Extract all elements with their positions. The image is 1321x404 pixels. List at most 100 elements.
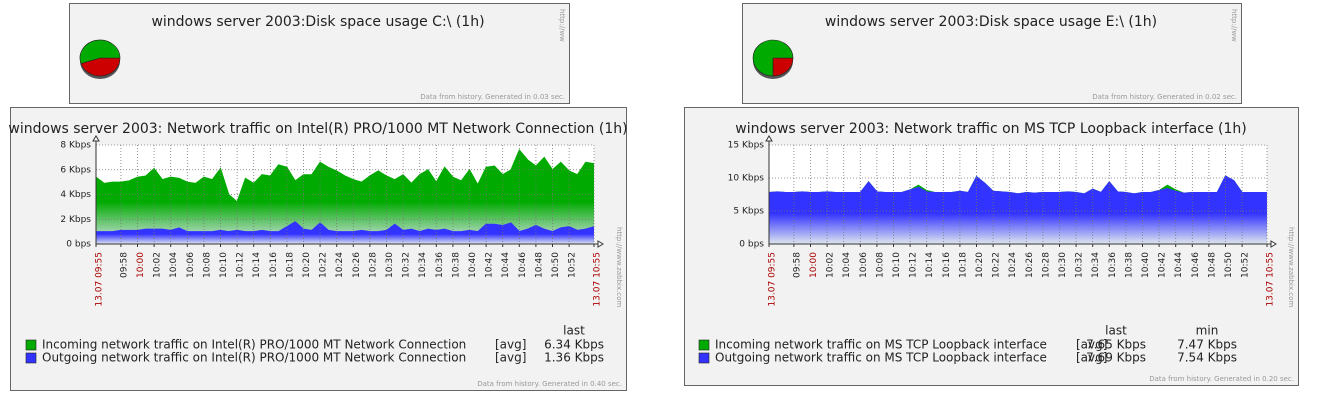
graph-footer: Data from history. Generated in 0.40 sec… (477, 380, 622, 388)
y-tick-label: 15 Kbps (728, 141, 765, 151)
graph-footer: Data from history. Generated in 0.20 sec… (1149, 375, 1294, 383)
x-tick-label: 10:04 (169, 252, 179, 278)
x-tick-label: 10:32 (402, 252, 412, 278)
legend-label: Outgoing network traffic on Intel(R) PRO… (42, 351, 466, 365)
x-tick-label: 10:10 (219, 252, 229, 278)
x-tick-label: 09:58 (792, 252, 802, 278)
x-tick-label: 10:52 (568, 252, 578, 278)
legend-swatch (25, 352, 37, 364)
x-tick-label: 10:26 (1025, 252, 1035, 278)
x-tick-label: 10:12 (909, 252, 919, 278)
legend-function: [avg] (495, 338, 526, 352)
legend-header: last (563, 324, 585, 338)
x-tick-label: 10:06 (859, 252, 869, 278)
y-tick-label: 0 bps (739, 240, 764, 250)
y-tick-label: 2 Kbps (60, 215, 91, 225)
y-tick-label: 0 bps (66, 240, 91, 250)
x-tick-label: 10:34 (418, 252, 428, 278)
x-tick-label: 10:22 (992, 252, 1002, 278)
x-tick-label: 10:42 (1158, 252, 1168, 278)
legend-swatch (698, 339, 710, 351)
x-tick-label: 10:44 (501, 252, 511, 278)
x-tick-label: 10:30 (1058, 252, 1068, 278)
watermark: http://ww (1230, 9, 1238, 42)
x-tick-label: 10:16 (942, 252, 952, 278)
series-line (95, 149, 595, 203)
x-tick-label: 10:46 (1191, 252, 1201, 278)
x-tick-label: 10:26 (352, 252, 362, 278)
graph-footer: Data from history. Generated in 0.02 sec… (1092, 93, 1237, 101)
graph-title: windows server 2003: Network traffic on … (8, 121, 627, 137)
y-tick-label: 8 Kbps (60, 141, 91, 151)
x-tick-label: 10:48 (1207, 252, 1217, 278)
graph-title: windows server 2003: Network traffic on … (735, 121, 1246, 137)
legend-label: Outgoing network traffic on MS TCP Loopb… (715, 351, 1047, 365)
x-tick-label: 10:20 (302, 252, 312, 278)
y-tick-label: 6 Kbps (60, 165, 91, 175)
x-tick-label: 13.07 10:55 (593, 252, 603, 307)
x-tick-label: 10:00 (809, 252, 819, 278)
pie-slice (772, 57, 794, 77)
x-tick-label: 10:14 (252, 252, 262, 278)
x-tick-label: 10:38 (451, 252, 461, 278)
x-tick-label: 10:48 (534, 252, 544, 278)
watermark: http://www.zabbix.com (1287, 227, 1295, 307)
x-tick-label: 10:22 (319, 252, 329, 278)
legend-stat: 7.47 Kbps (1177, 338, 1237, 352)
x-tick-label: 10:36 (1108, 252, 1118, 278)
pie-slice (80, 57, 121, 77)
x-tick-label: 10:50 (551, 252, 561, 278)
legend-stat: 7.69 Kbps (1086, 351, 1146, 365)
x-tick-label: 10:24 (1008, 252, 1018, 278)
x-tick-label: 10:52 (1241, 252, 1251, 278)
x-tick-label: 10:06 (186, 252, 196, 278)
x-tick-label: 10:46 (518, 252, 528, 278)
axis-arrow (765, 135, 773, 142)
x-tick-label: 10:40 (468, 252, 478, 278)
graph-panel (69, 3, 570, 104)
x-tick-label: 10:18 (958, 252, 968, 278)
graph-footer: Data from history. Generated in 0.03 sec… (420, 93, 565, 101)
pie-slice (752, 39, 794, 77)
x-tick-label: 10:20 (975, 252, 985, 278)
axis-arrow (1270, 240, 1277, 248)
x-tick-label: 10:44 (1174, 252, 1184, 278)
x-tick-label: 10:08 (202, 252, 212, 278)
x-tick-label: 09:58 (119, 252, 129, 278)
legend-stat: 7.54 Kbps (1177, 351, 1237, 365)
series-line (96, 221, 595, 233)
x-tick-label: 10:02 (153, 252, 163, 278)
series-line (768, 175, 1267, 195)
y-tick-label: 10 Kbps (728, 174, 765, 184)
legend-header: min (1196, 324, 1219, 338)
graph-panel (742, 3, 1242, 104)
x-tick-label: 10:32 (1075, 252, 1085, 278)
watermark: http://ww (558, 9, 566, 42)
x-tick-label: 10:30 (385, 252, 395, 278)
x-tick-label: 10:28 (368, 252, 378, 278)
x-tick-label: 10:02 (826, 252, 836, 278)
x-tick-label: 10:08 (875, 252, 885, 278)
graph-title: windows server 2003:Disk space usage C:\… (151, 14, 484, 30)
watermark: http://www.zabbix.com (615, 227, 623, 307)
x-tick-label: 10:10 (892, 252, 902, 278)
legend-stat: 6.34 Kbps (544, 338, 604, 352)
x-tick-label: 10:34 (1091, 252, 1101, 278)
axis-arrow (597, 240, 604, 248)
legend-stat: 7.65 Kbps (1086, 338, 1146, 352)
legend-label: Incoming network traffic on Intel(R) PRO… (42, 338, 466, 352)
legend-function: [avg] (1076, 351, 1107, 365)
x-tick-label: 10:50 (1224, 252, 1234, 278)
x-tick-label: 10:24 (335, 252, 345, 278)
legend-swatch (25, 339, 37, 351)
x-tick-label: 13.07 09:55 (768, 252, 778, 307)
y-tick-label: 4 Kbps (60, 190, 91, 200)
legend-label: Incoming network traffic on MS TCP Loopb… (715, 338, 1047, 352)
x-tick-label: 10:38 (1124, 252, 1134, 278)
x-tick-label: 10:16 (269, 252, 279, 278)
legend-stat: 1.36 Kbps (544, 351, 604, 365)
x-tick-label: 10:14 (925, 252, 935, 278)
x-tick-label: 10:12 (236, 252, 246, 278)
